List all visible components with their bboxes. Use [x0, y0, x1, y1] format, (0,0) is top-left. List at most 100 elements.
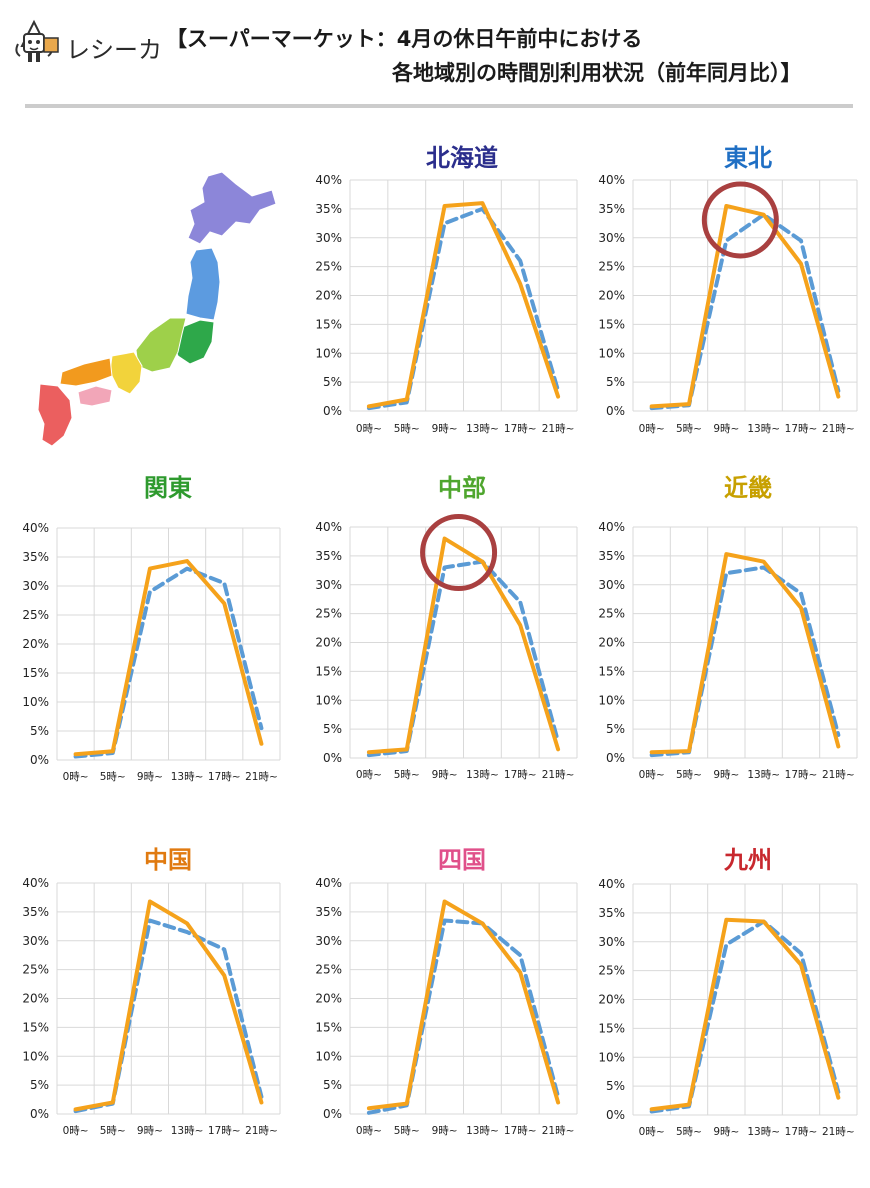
x-tick-label: 17時~ — [504, 1125, 537, 1137]
japan-region-map — [37, 171, 277, 447]
y-tick-label: 25% — [315, 260, 342, 274]
y-tick-label: 20% — [22, 637, 49, 651]
current-year-line — [73, 559, 264, 757]
x-tick-label: 13時~ — [747, 769, 780, 781]
y-tick-label: 40% — [315, 876, 342, 890]
map-region-tohoku — [185, 247, 221, 321]
y-tick-label: 35% — [598, 906, 625, 920]
y-tick-label: 30% — [598, 231, 625, 245]
y-tick-label: 40% — [598, 520, 625, 534]
y-tick-label: 35% — [22, 550, 49, 564]
y-tick-label: 25% — [598, 964, 625, 978]
chart-title: 北海道 — [426, 144, 498, 172]
chart-title: 関東 — [144, 474, 192, 502]
x-tick-label: 13時~ — [171, 771, 204, 783]
x-tick-label: 13時~ — [747, 1126, 780, 1138]
x-tick-label: 9時~ — [713, 423, 739, 435]
map-region-shikoku — [77, 385, 113, 407]
chart-5: 近畿 0% 5% 10% 15% 20% 25% 30% 35% 40% 0時~ 5時~ 9時~ 13時~… — [598, 474, 858, 781]
x-tick-label: 21時~ — [542, 769, 575, 781]
y-tick-label: 10% — [22, 695, 49, 709]
x-tick-label: 0時~ — [356, 423, 382, 435]
y-tick-label: 5% — [606, 722, 625, 736]
y-tick-label: 10% — [315, 1049, 342, 1063]
y-tick-label: 35% — [315, 905, 342, 919]
y-tick-label: 20% — [315, 992, 342, 1006]
y-tick-label: 30% — [22, 934, 49, 948]
current-year-line — [649, 917, 841, 1112]
y-tick-label: 25% — [22, 963, 49, 977]
x-tick-label: 5時~ — [394, 769, 420, 781]
y-tick-label: 40% — [598, 877, 625, 891]
y-tick-label: 0% — [606, 751, 625, 765]
y-tick-label: 15% — [315, 317, 342, 331]
x-tick-label: 17時~ — [208, 771, 241, 783]
previous-year-line — [366, 918, 561, 1115]
chart-7: 四国 0% 5% 10% 15% 20% 25% 30% 35% 40% 0時~ 5時~ 9時~ 13時~… — [315, 846, 578, 1137]
y-tick-label: 15% — [598, 317, 625, 331]
x-tick-label: 17時~ — [504, 423, 537, 435]
y-tick-label: 20% — [315, 636, 342, 650]
x-tick-label: 0時~ — [63, 1125, 89, 1137]
x-tick-label: 17時~ — [785, 769, 818, 781]
x-tick-label: 0時~ — [63, 771, 89, 783]
y-tick-label: 0% — [323, 404, 342, 418]
x-tick-label: 9時~ — [713, 1126, 739, 1138]
x-tick-label: 21時~ — [542, 1125, 575, 1137]
y-tick-label: 10% — [22, 1049, 49, 1063]
x-tick-label: 21時~ — [542, 423, 575, 435]
current-year-line — [366, 899, 561, 1111]
x-tick-label: 21時~ — [822, 769, 855, 781]
x-tick-label: 17時~ — [785, 1126, 818, 1138]
chart-title: 中国 — [144, 846, 192, 874]
header-title-line2: 各地域別の時間別利用状況（前年同月比）】 — [391, 61, 802, 85]
x-tick-label: 13時~ — [466, 769, 499, 781]
x-tick-label: 0時~ — [639, 769, 665, 781]
chart-title: 四国 — [438, 846, 486, 874]
y-tick-label: 30% — [315, 578, 342, 592]
y-tick-label: 40% — [598, 173, 625, 187]
y-tick-label: 35% — [315, 549, 342, 563]
x-tick-label: 21時~ — [822, 423, 855, 435]
x-tick-label: 13時~ — [466, 1125, 499, 1137]
y-tick-label: 30% — [22, 579, 49, 593]
y-tick-label: 5% — [323, 722, 342, 736]
previous-year-line — [366, 206, 561, 411]
x-tick-label: 13時~ — [171, 1125, 204, 1137]
x-tick-label: 5時~ — [100, 771, 126, 783]
y-tick-label: 15% — [22, 1020, 49, 1034]
x-tick-label: 0時~ — [356, 1125, 382, 1137]
chart-title: 九州 — [723, 846, 772, 874]
x-tick-label: 17時~ — [208, 1125, 241, 1137]
x-tick-label: 9時~ — [137, 771, 163, 783]
x-tick-label: 9時~ — [137, 1125, 163, 1137]
x-tick-label: 17時~ — [785, 423, 818, 435]
x-tick-label: 21時~ — [245, 1125, 278, 1137]
x-tick-label: 5時~ — [676, 1126, 702, 1138]
y-tick-label: 0% — [30, 1107, 49, 1121]
map-region-chubu — [135, 317, 187, 373]
x-tick-label: 5時~ — [676, 769, 702, 781]
x-tick-label: 9時~ — [432, 769, 458, 781]
y-tick-label: 5% — [30, 1078, 49, 1092]
y-tick-label: 30% — [598, 935, 625, 949]
x-tick-label: 5時~ — [676, 423, 702, 435]
y-tick-label: 25% — [315, 607, 342, 621]
current-year-line — [366, 536, 561, 755]
y-tick-label: 5% — [323, 375, 342, 389]
x-tick-label: 9時~ — [432, 423, 458, 435]
y-tick-label: 15% — [315, 664, 342, 678]
chart-title: 近畿 — [724, 474, 772, 502]
chart-6: 中国 0% 5% 10% 15% 20% 25% 30% 35% 40% 0時~ 5時~ 9時~ 13時~… — [22, 846, 281, 1137]
map-region-chugoku — [59, 357, 113, 387]
x-tick-label: 13時~ — [466, 423, 499, 435]
y-tick-label: 5% — [323, 1078, 342, 1092]
x-tick-label: 21時~ — [822, 1126, 855, 1138]
y-tick-label: 20% — [598, 993, 625, 1007]
x-tick-label: 0時~ — [356, 769, 382, 781]
x-tick-label: 5時~ — [100, 1125, 126, 1137]
y-tick-label: 40% — [22, 521, 49, 535]
x-tick-label: 13時~ — [747, 423, 780, 435]
y-tick-label: 15% — [22, 666, 49, 680]
current-year-line — [366, 201, 561, 409]
